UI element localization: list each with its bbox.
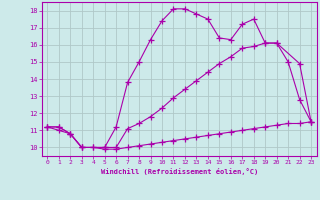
X-axis label: Windchill (Refroidissement éolien,°C): Windchill (Refroidissement éolien,°C) — [100, 168, 258, 175]
